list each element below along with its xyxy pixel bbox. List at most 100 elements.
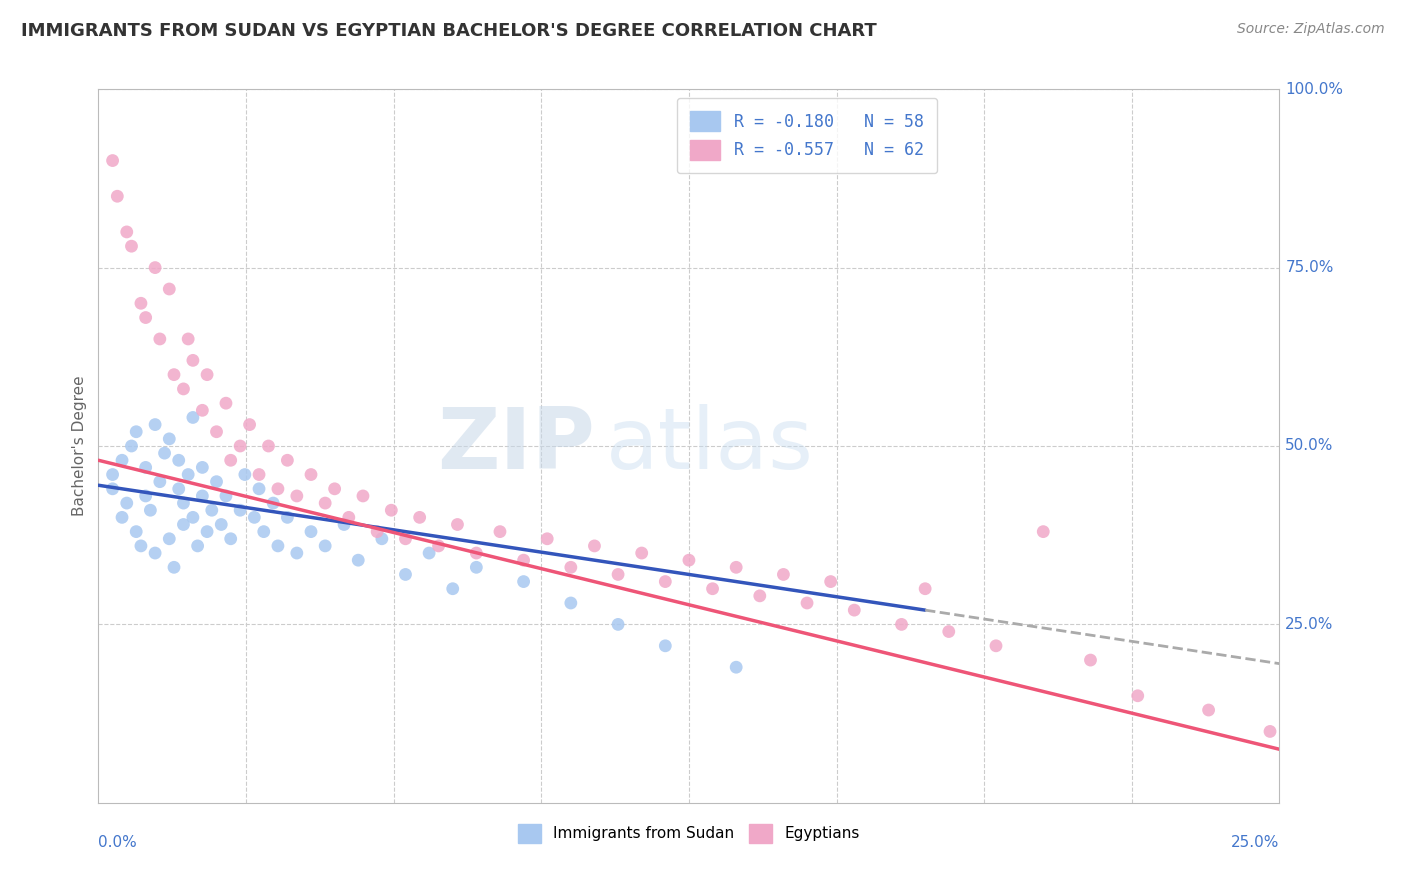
Point	[583, 539, 606, 553]
Point	[725, 660, 748, 674]
Point	[115, 225, 138, 239]
Point	[143, 417, 166, 432]
Point	[427, 539, 450, 553]
Point	[441, 582, 464, 596]
Point	[725, 560, 748, 574]
Point	[1198, 703, 1220, 717]
Point	[408, 510, 430, 524]
Point	[157, 532, 180, 546]
Point	[135, 310, 157, 325]
Text: 25.0%: 25.0%	[1232, 835, 1279, 850]
Point	[314, 496, 336, 510]
Point	[1080, 653, 1102, 667]
Point	[219, 453, 242, 467]
Point	[167, 453, 190, 467]
Point	[748, 589, 770, 603]
Point	[105, 189, 128, 203]
Point	[243, 510, 266, 524]
Point	[229, 439, 252, 453]
Point	[276, 510, 298, 524]
Point	[337, 510, 360, 524]
Point	[157, 282, 180, 296]
Point	[215, 489, 238, 503]
Point	[121, 239, 143, 253]
Point	[195, 524, 218, 539]
Point	[560, 560, 582, 574]
Point	[187, 539, 209, 553]
Point	[111, 453, 134, 467]
Point	[157, 432, 180, 446]
Point	[394, 532, 416, 546]
Point	[209, 517, 232, 532]
Point	[418, 546, 440, 560]
Point	[181, 353, 204, 368]
Text: 100.0%: 100.0%	[1285, 82, 1343, 96]
Point	[149, 475, 172, 489]
Point	[366, 524, 388, 539]
Point	[191, 460, 214, 475]
Point	[314, 539, 336, 553]
Point	[512, 553, 534, 567]
Point	[219, 532, 242, 546]
Point	[914, 582, 936, 596]
Point	[115, 496, 138, 510]
Point	[247, 482, 270, 496]
Point	[229, 503, 252, 517]
Point	[101, 482, 124, 496]
Point	[347, 553, 370, 567]
Point	[938, 624, 960, 639]
Legend: Immigrants from Sudan, Egyptians: Immigrants from Sudan, Egyptians	[512, 818, 866, 848]
Point	[512, 574, 534, 589]
Text: 25.0%: 25.0%	[1285, 617, 1334, 632]
Text: 0.0%: 0.0%	[98, 835, 138, 850]
Point	[276, 453, 298, 467]
Point	[267, 482, 290, 496]
Text: 75.0%: 75.0%	[1285, 260, 1334, 275]
Point	[844, 603, 866, 617]
Point	[262, 496, 284, 510]
Point	[299, 467, 322, 482]
Point	[984, 639, 1007, 653]
Point	[465, 546, 488, 560]
Point	[163, 560, 186, 574]
Point	[536, 532, 558, 546]
Point	[371, 532, 394, 546]
Point	[153, 446, 176, 460]
Point	[257, 439, 280, 453]
Point	[181, 510, 204, 524]
Point	[233, 467, 256, 482]
Point	[607, 567, 630, 582]
Point	[167, 482, 190, 496]
Point	[1126, 689, 1149, 703]
Point	[654, 574, 676, 589]
Point	[205, 425, 228, 439]
Point	[101, 153, 124, 168]
Point	[172, 496, 194, 510]
Point	[215, 396, 238, 410]
Point	[1258, 724, 1281, 739]
Point	[394, 567, 416, 582]
Text: ZIP: ZIP	[437, 404, 595, 488]
Point	[299, 524, 322, 539]
Point	[125, 524, 148, 539]
Point	[446, 517, 468, 532]
Point	[201, 503, 224, 517]
Point	[177, 467, 200, 482]
Point	[149, 332, 172, 346]
Point	[333, 517, 356, 532]
Point	[172, 517, 194, 532]
Point	[139, 503, 162, 517]
Point	[195, 368, 218, 382]
Point	[101, 467, 124, 482]
Text: 50.0%: 50.0%	[1285, 439, 1334, 453]
Point	[239, 417, 262, 432]
Point	[172, 382, 194, 396]
Point	[111, 510, 134, 524]
Point	[285, 489, 308, 503]
Point	[143, 546, 166, 560]
Point	[489, 524, 512, 539]
Point	[890, 617, 912, 632]
Point	[380, 503, 402, 517]
Point	[352, 489, 374, 503]
Point	[465, 560, 488, 574]
